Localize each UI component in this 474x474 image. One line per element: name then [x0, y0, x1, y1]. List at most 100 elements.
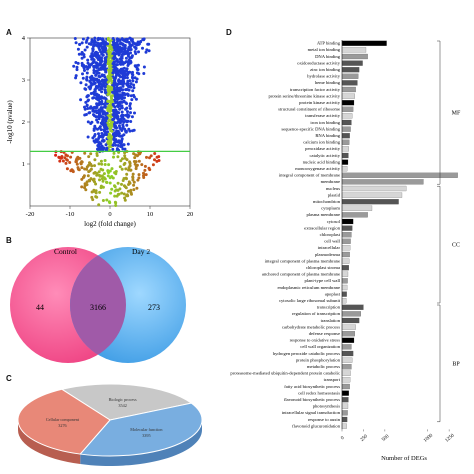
volcano-point	[92, 59, 96, 63]
volcano-point	[92, 171, 96, 175]
volcano-point	[83, 113, 87, 117]
volcano-point	[80, 166, 84, 170]
volcano-point	[128, 36, 132, 40]
volcano-point	[129, 120, 133, 123]
volcano-point	[74, 76, 78, 80]
volcano-point	[112, 151, 116, 155]
volcano-point	[105, 133, 108, 137]
volcano-point	[111, 71, 115, 75]
volcano-point	[108, 176, 112, 180]
volcano-point	[143, 168, 147, 172]
volcano-point	[123, 154, 127, 158]
volcano-point	[106, 80, 110, 84]
volcano-point	[145, 155, 148, 159]
bar	[341, 403, 349, 409]
bar	[341, 73, 359, 79]
volcano-y-tick-label: 3	[22, 77, 25, 84]
volcano-point	[130, 43, 134, 47]
volcano-point	[128, 104, 132, 108]
volcano-points	[54, 36, 161, 207]
volcano-point	[125, 194, 129, 198]
bar-x-label: Number of DEGs	[381, 455, 427, 462]
volcano-point	[98, 113, 102, 117]
volcano-point	[74, 74, 78, 78]
volcano-x-tick-label: 0	[108, 211, 111, 218]
volcano-point	[153, 152, 157, 155]
volcano-point	[105, 111, 109, 115]
volcano-point	[134, 80, 138, 84]
bar	[341, 410, 348, 416]
volcano-point	[114, 143, 118, 147]
bar-category-label: transport	[324, 377, 341, 382]
bar-marks	[341, 40, 458, 429]
volcano-point	[123, 198, 127, 202]
volcano-point	[110, 135, 113, 139]
volcano-point	[116, 63, 119, 67]
volcano-point	[134, 160, 138, 164]
volcano-point	[73, 37, 77, 40]
volcano-point	[110, 187, 114, 191]
volcano-point	[111, 118, 115, 121]
volcano-point	[125, 177, 128, 181]
bar-category-label: plant-type cell wall	[305, 278, 341, 283]
volcano-point	[137, 159, 141, 163]
volcano-point	[122, 66, 126, 70]
volcano-point	[84, 65, 88, 68]
volcano-point	[113, 200, 117, 204]
volcano-point	[85, 71, 89, 75]
volcano-point	[80, 56, 84, 60]
pie-slice	[79, 402, 203, 457]
volcano-point	[107, 68, 110, 72]
venn-diagram: Control Day 2 44 3166 273	[10, 247, 186, 363]
volcano-point	[103, 104, 107, 108]
volcano-point	[101, 53, 105, 57]
volcano-x-tick-label: -10	[66, 211, 75, 218]
volcano-point	[122, 38, 126, 42]
volcano-point	[116, 86, 120, 90]
bar-group-label: CC	[452, 243, 460, 249]
volcano-point	[97, 71, 101, 75]
volcano-point	[93, 158, 97, 162]
volcano-point	[122, 133, 126, 137]
volcano-point	[110, 86, 114, 90]
volcano-point	[126, 142, 130, 146]
volcano-point	[137, 176, 141, 180]
volcano-point	[83, 48, 87, 52]
bar-category-label: metabolic process	[307, 364, 340, 369]
volcano-point	[109, 105, 113, 109]
volcano-point	[87, 155, 91, 159]
volcano-point	[94, 73, 98, 77]
volcano-point	[114, 66, 118, 70]
volcano-point	[115, 140, 119, 144]
volcano-point	[96, 120, 100, 124]
volcano-point	[80, 64, 84, 67]
volcano-y-tick-label: 2	[22, 119, 25, 126]
volcano-point	[124, 56, 128, 60]
volcano-point	[133, 76, 137, 80]
volcano-point	[132, 180, 136, 184]
volcano-point	[131, 89, 135, 93]
bar-group-brackets: MF CC BP	[437, 40, 461, 423]
volcano-point	[121, 62, 125, 66]
bar-category-label: nucleus	[326, 186, 340, 191]
bar-category-label: monooxygenase activity	[295, 166, 340, 171]
volcano-point	[95, 195, 99, 199]
bar	[341, 60, 363, 66]
volcano-point	[114, 47, 118, 51]
volcano-point	[109, 69, 113, 73]
volcano-point	[109, 138, 113, 142]
volcano-point	[95, 84, 98, 88]
volcano-point	[118, 50, 122, 54]
pie-slice-value: 3542	[118, 403, 126, 408]
volcano-point	[120, 139, 124, 142]
bar-group-bracket	[437, 40, 441, 185]
bar	[341, 370, 351, 376]
volcano-point	[120, 117, 124, 121]
volcano-point	[157, 159, 161, 162]
bar	[341, 317, 360, 324]
volcano-point	[111, 40, 115, 44]
volcano-y-tick-label: 4	[22, 35, 26, 42]
volcano-point	[90, 120, 94, 124]
volcano-point	[115, 40, 119, 44]
volcano-point	[123, 147, 127, 151]
